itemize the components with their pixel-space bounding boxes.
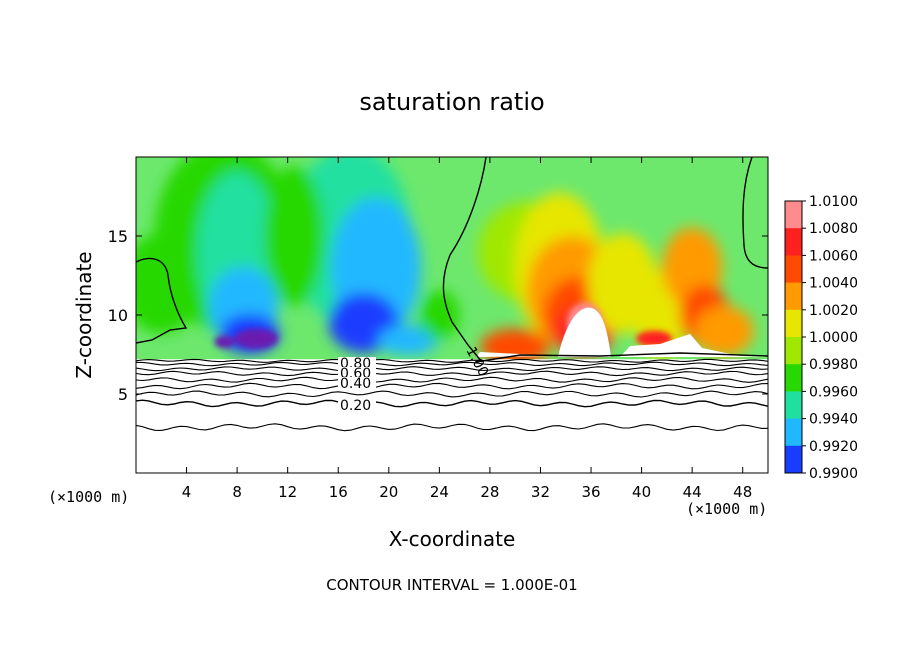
field-blob	[377, 325, 438, 356]
field-core	[636, 330, 673, 347]
x-tick-label: 12	[278, 483, 297, 501]
colorbar-label: 1.0080	[809, 221, 858, 237]
field-core	[234, 328, 279, 349]
contour-line	[136, 399, 768, 408]
colorbar-swatch	[785, 309, 802, 338]
colorbar-swatch	[785, 337, 802, 365]
contour-line-unity	[742, 157, 768, 269]
colorbar-label: 0.9940	[809, 412, 858, 428]
y-tick-label: 5	[118, 385, 128, 404]
x-tick-label: 8	[232, 483, 242, 501]
colorbar-swatch	[785, 445, 802, 474]
field-blank-peak	[558, 307, 611, 357]
field-blob	[136, 233, 202, 334]
colorbar-swatch	[785, 228, 802, 256]
x-tick-label: 48	[733, 483, 752, 501]
x-tick-label: 28	[480, 483, 499, 501]
x-tick-label: 32	[531, 483, 550, 501]
field-blob	[693, 305, 754, 356]
contour-line	[136, 358, 768, 363]
contour-line	[136, 390, 768, 398]
x-tick-label: 16	[329, 483, 348, 501]
contour-label: 0.40	[340, 376, 371, 392]
field-blob	[264, 166, 324, 306]
x-tick-label: 36	[581, 483, 600, 501]
x-tick-label: 24	[430, 483, 449, 501]
color-field	[136, 157, 768, 473]
chart-title: saturation ratio	[359, 88, 545, 116]
contour-line-unity	[136, 257, 188, 344]
contour-lines	[136, 157, 768, 432]
colorbar-legend: 1.0100 1.0080 1.0060 1.0040 1.0020 1.0000 0.99…	[784, 194, 858, 482]
x-tick-label: 44	[683, 483, 702, 501]
field-lower-blank	[136, 359, 768, 473]
colorbar-label: 0.9900	[809, 466, 858, 482]
field-blob	[419, 290, 460, 340]
colorbar-label: 0.9960	[809, 384, 858, 400]
contour-line	[136, 382, 768, 390]
y-axis-ticks: 5 10 15	[108, 227, 768, 404]
contour-label-bg	[338, 367, 376, 380]
contour-line	[136, 366, 768, 372]
x-tick-label: 40	[632, 483, 651, 501]
contour-label-bg	[338, 377, 376, 390]
contour-line	[136, 361, 768, 367]
x-unit-label-left: (×1000 m)	[48, 488, 130, 506]
x-unit-label-right: (×1000 m)	[686, 500, 768, 518]
field-blank-ridge	[620, 334, 768, 357]
contour-label-bg	[338, 357, 376, 370]
colorbar-swatch	[785, 418, 802, 447]
y-tick-label: 15	[108, 227, 128, 246]
colorbar-swatch	[785, 391, 802, 420]
contour-line	[136, 376, 768, 383]
contour-line-unity	[475, 352, 768, 363]
colorbar-label: 0.9980	[809, 357, 858, 373]
colorbar-label: 1.0100	[809, 194, 858, 210]
colorbar-swatch	[785, 364, 802, 392]
x-tick-label: 4	[182, 483, 192, 501]
contour-line	[136, 423, 768, 432]
colorbar-swatch	[785, 201, 802, 229]
colorbar-swatch	[785, 255, 802, 284]
contour-line-unity	[442, 157, 487, 363]
y-tick-label: 10	[108, 306, 128, 325]
colorbar-label: 0.9920	[809, 439, 858, 455]
colorbar-swatch	[785, 282, 802, 311]
x-axis-label: X-coordinate	[388, 527, 516, 551]
field-core	[214, 335, 235, 348]
colorbar-label: 1.0020	[809, 303, 858, 319]
contour-line	[136, 370, 768, 377]
contour-label: 0.20	[340, 398, 371, 414]
contour-label-bg	[338, 399, 376, 412]
colorbar-label: 1.0060	[809, 248, 858, 264]
x-axis-ticks: 4 8 12 16 20 24 28 32 36 40 44 48	[182, 157, 752, 501]
contour-interval-note: CONTOUR INTERVAL = 1.000E-01	[326, 576, 578, 594]
colorbar-label: 1.0040	[809, 276, 858, 292]
x-tick-label: 20	[379, 483, 398, 501]
colorbar-label: 1.0000	[809, 330, 858, 346]
